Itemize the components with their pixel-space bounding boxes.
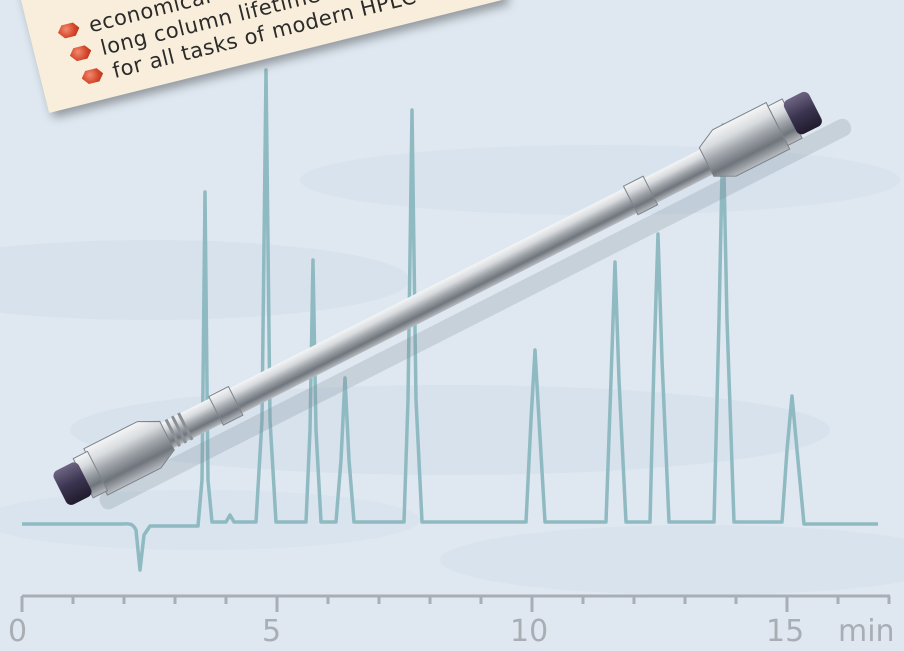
hexagon-bullet-icon — [68, 44, 93, 63]
hexagon-bullet-icon — [80, 66, 105, 85]
hplc-column-image — [53, 91, 852, 510]
right-end-cap — [783, 91, 822, 135]
hexagon-bullet-icon — [56, 21, 81, 40]
axis-tick-label-15: 15 — [766, 614, 805, 649]
axis-unit-label: min — [838, 614, 895, 649]
axis-tick-label-5: 5 — [262, 614, 282, 649]
chromatogram-trace — [22, 68, 878, 572]
time-axis — [20, 594, 891, 612]
axis-tick-label-0: 0 — [8, 614, 28, 649]
left-end-cap — [53, 462, 92, 505]
axis-tick-label-10: 10 — [510, 614, 549, 649]
